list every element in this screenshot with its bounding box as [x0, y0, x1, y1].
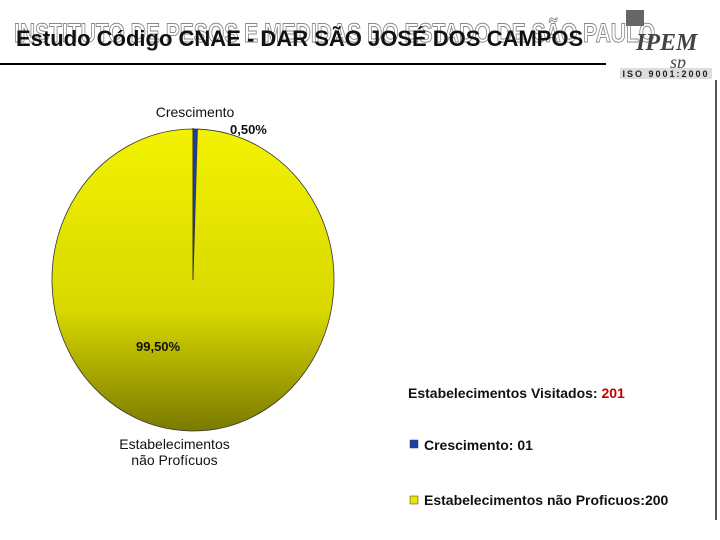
logo-name: IPEM — [635, 30, 699, 56]
logo-state: sp — [670, 52, 686, 72]
institution: INSTITUTO DE PESOS E MEDIDAS DO ESTADO D… — [14, 18, 656, 49]
summary-item: Estabelecimentos não Proficuos:200 — [424, 492, 669, 508]
logo-cert: ISO 9001:2000 — [622, 69, 709, 79]
summary-value: 201 — [601, 385, 625, 401]
value-label: 0,50% — [230, 122, 267, 137]
value-label: 99,50% — [136, 339, 181, 354]
summary-total: Estabelecimentos Visitados: 201 — [408, 385, 625, 401]
logo-band — [620, 68, 712, 79]
summary-item: Crescimento: 01 — [424, 437, 533, 453]
slide-title: Estudo Código CNAE - DAR SÃO JOSÉ DOS CA… — [16, 26, 584, 51]
logo-weight — [626, 10, 644, 26]
slice-label: Estabelecimentos não Profícuos — [119, 436, 230, 468]
slice-label: Crescimento — [155, 104, 235, 120]
legend-swatch — [409, 439, 419, 449]
summary-label: Estabelecimentos Visitados: — [408, 385, 598, 401]
legend-swatch — [409, 495, 419, 505]
